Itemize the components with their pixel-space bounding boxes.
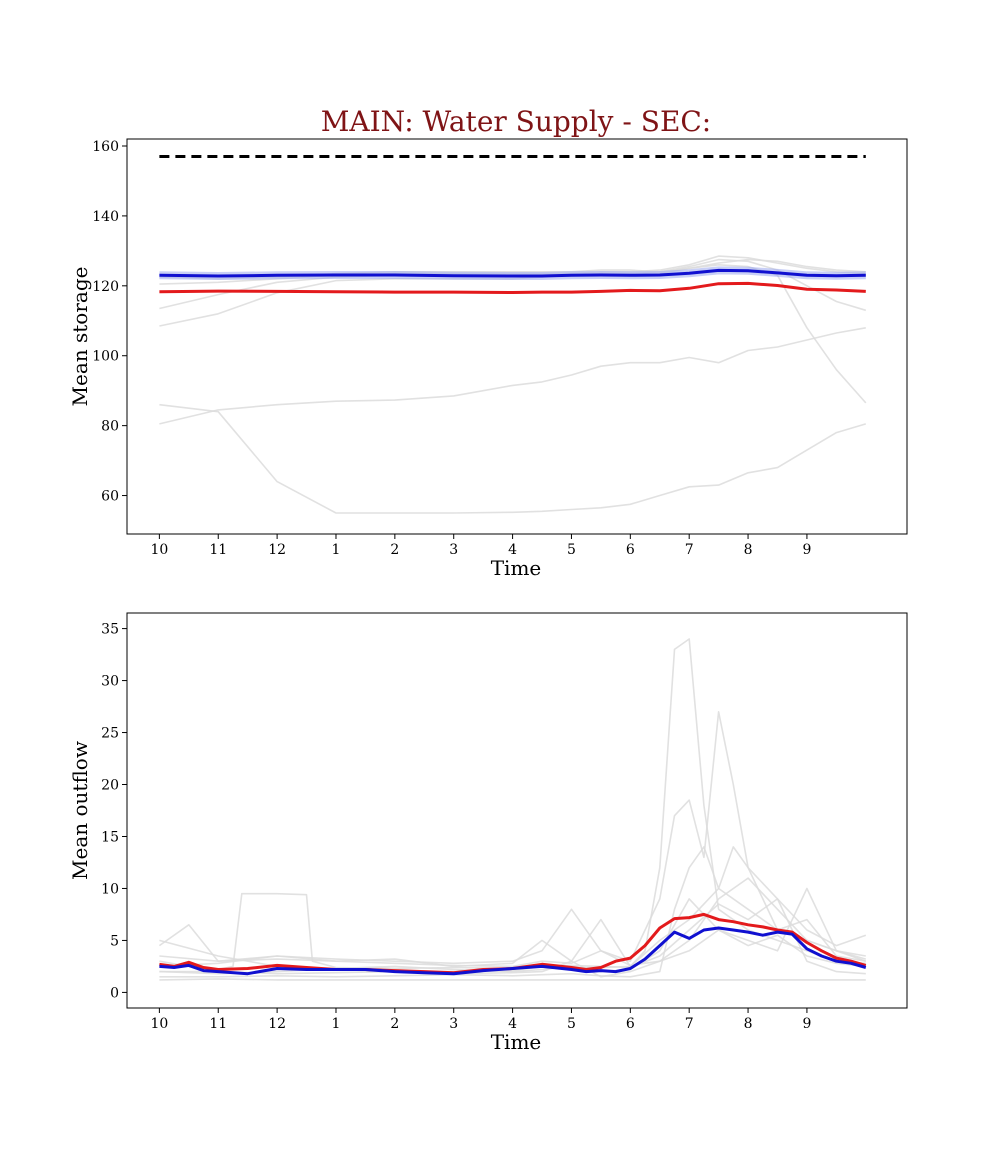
storage-y-tick-label: 80 xyxy=(101,419,119,435)
storage-y-tick-label: 60 xyxy=(101,489,119,505)
outflow-ensemble-line-3 xyxy=(159,846,866,978)
outflow-series-group xyxy=(158,638,867,981)
outflow-ensemble-line-6 xyxy=(159,978,866,981)
storage-y-tick-label: 140 xyxy=(92,209,119,225)
storage-x-tick-label: 2 xyxy=(390,542,399,558)
outflow-x-tick-label: 7 xyxy=(685,1016,694,1032)
outflow-y-tick-label: 5 xyxy=(110,933,119,949)
storage-panel: 10 11 12 1 2 3 4 5 6 7 8 96080100120140160TimeMean … xyxy=(68,138,908,580)
storage-plot-frame xyxy=(126,138,908,535)
outflow-x-tick-label: 6 xyxy=(626,1016,635,1032)
outflow-y-tick-label: 25 xyxy=(101,726,119,742)
storage-x-tick-label: 12 xyxy=(268,542,286,558)
outflow-y-tick-label: 35 xyxy=(101,622,119,638)
outflow-y-tick-label: 15 xyxy=(101,829,119,845)
storage-ensemble-line-1 xyxy=(159,403,867,514)
storage-x-tick-label: 11 xyxy=(209,542,227,558)
storage-blue-line xyxy=(159,268,866,278)
storage-series-group xyxy=(159,154,867,514)
outflow-plot-frame xyxy=(126,612,908,1009)
storage-x-tick-label: 8 xyxy=(744,542,753,558)
outflow-x-tick-label: 4 xyxy=(508,1016,517,1032)
storage-x-tick-label: 5 xyxy=(567,542,576,558)
outflow-x-tick-label: 11 xyxy=(209,1016,227,1032)
storage-x-tick-label: 9 xyxy=(802,542,811,558)
outflow-x-tick-label: 1 xyxy=(332,1016,341,1032)
outflow-x-tick-label: 9 xyxy=(802,1016,811,1032)
outflow-x-tick-label: 3 xyxy=(449,1016,458,1032)
outflow-x-tick-label: 2 xyxy=(390,1016,399,1032)
outflow-x-tick-label: 12 xyxy=(268,1016,286,1032)
storage-x-axis-label: Time xyxy=(491,556,542,580)
storage-y-tick-label: 160 xyxy=(92,139,119,155)
storage-x-tick-label: 1 xyxy=(332,542,341,558)
outflow-x-tick-label: 5 xyxy=(567,1016,576,1032)
outflow-ensemble-line-5 xyxy=(159,887,867,978)
storage-ensemble-line-2 xyxy=(159,327,866,425)
outflow-ensemble-line-7 xyxy=(159,877,867,968)
storage-x-tick-label: 7 xyxy=(685,542,694,558)
storage-y-axis-label: Mean storage xyxy=(68,267,92,407)
storage-x-tick-label: 4 xyxy=(508,542,517,558)
outflow-ensemble-line-1 xyxy=(159,638,866,971)
outflow-y-tick-label: 20 xyxy=(101,778,119,794)
storage-x-tick-label: 6 xyxy=(626,542,635,558)
chart-title: MAIN: Water Supply - SEC: xyxy=(321,105,712,138)
outflow-x-axis-label: Time xyxy=(491,1030,542,1054)
storage-y-tick-label: 120 xyxy=(92,279,119,295)
storage-x-tick-label: 3 xyxy=(449,542,458,558)
outflow-y-tick-label: 30 xyxy=(101,674,119,690)
outflow-y-axis-label: Mean outflow xyxy=(68,741,92,880)
outflow-y-tick-label: 0 xyxy=(110,985,119,1001)
outflow-x-tick-label: 8 xyxy=(744,1016,753,1032)
outflow-red-line xyxy=(159,912,867,975)
storage-red-line xyxy=(159,281,866,294)
storage-y-tick-label: 100 xyxy=(92,349,119,365)
outflow-y-tick-label: 10 xyxy=(101,881,119,897)
outflow-x-tick-label: 10 xyxy=(150,1016,168,1032)
storage-x-tick-label: 10 xyxy=(150,542,168,558)
outflow-blue-line xyxy=(159,926,867,976)
